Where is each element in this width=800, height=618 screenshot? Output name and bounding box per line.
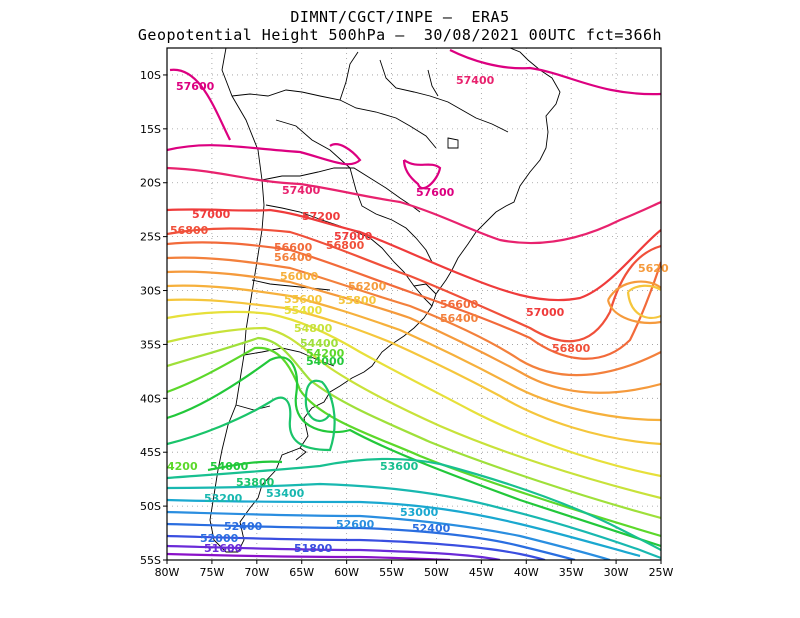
contour-line: [167, 310, 661, 478]
lon-tick-label: 60W: [334, 566, 359, 579]
lon-tick-label: 40W: [514, 566, 539, 579]
contour-label: 56400: [274, 251, 313, 264]
contour-label: 57600: [416, 186, 455, 199]
contour-line: [167, 270, 661, 394]
contour-label: 55400: [284, 304, 323, 317]
contour-label: 53600: [380, 460, 419, 473]
contour-line: [167, 457, 661, 551]
contour-label: 56400: [440, 312, 479, 325]
contour-label: 53400: [266, 487, 305, 500]
contour-label: 53000: [400, 506, 439, 519]
lon-tick-label: 30W: [604, 566, 629, 579]
map-title-line-2: Geopotential Height 500hPa – 30/08/2021 …: [137, 26, 663, 44]
contour-label: 54200: [306, 347, 345, 360]
map-frame: [166, 47, 662, 561]
lat-tick-label: 45S: [140, 446, 161, 459]
lon-tick-label: 45W: [469, 566, 494, 579]
contour-line: [167, 284, 661, 422]
lat-tick-label: 50S: [140, 500, 161, 513]
contour-line: [167, 336, 661, 520]
contour-label: 52400: [412, 522, 451, 535]
lat-tick-label: 25S: [140, 231, 161, 244]
contour-line: [167, 326, 661, 500]
contour-label: 55600: [284, 293, 323, 306]
lat-tick-label: 35S: [140, 338, 161, 351]
contour-label: 56800: [326, 239, 365, 252]
contour-label: 56000: [280, 270, 319, 283]
contour-line: [167, 544, 501, 560]
lat-tick-label: 30S: [140, 285, 161, 298]
lon-tick-label: 70W: [244, 566, 269, 579]
contour-label: 55800: [338, 294, 377, 307]
contour-label: 54800: [294, 322, 333, 335]
coastline: [209, 48, 561, 553]
graticule: [167, 48, 661, 560]
lon-tick-label: 25W: [649, 566, 674, 579]
axis-ticks: 80W 75W 70W 65W 60W 55W 50W 45W 40W 35W 30W 25W 10S 1…: [140, 69, 674, 579]
contour-label: 56800: [552, 342, 591, 355]
lon-tick-label: 80W: [155, 566, 180, 579]
contour-line: [167, 534, 546, 560]
contour-label: 57400: [456, 74, 495, 87]
contour-label: 56800: [170, 224, 209, 237]
lat-tick-label: 55S: [140, 554, 161, 567]
map-title-line-1: DIMNT/CGCT/INPE – ERA5: [290, 8, 510, 26]
contour-label: 57600: [176, 80, 215, 93]
contour-label: 54000: [306, 355, 345, 368]
contour-line: [167, 522, 576, 560]
contour-label: 52000: [200, 532, 239, 545]
contour-label: 53800: [236, 476, 275, 489]
contour-label: 57000: [334, 230, 373, 243]
contour-label: 52600: [336, 518, 375, 531]
contour-line: [167, 284, 661, 446]
lat-tick-label: 40S: [140, 392, 161, 405]
lat-tick-label: 10S: [140, 69, 161, 82]
lon-tick-label: 55W: [379, 566, 404, 579]
contour-line: [167, 498, 641, 558]
contour-label: 57200: [302, 210, 341, 223]
contour-line: [167, 379, 336, 452]
lon-tick-label: 50W: [424, 566, 449, 579]
contour-line: [167, 256, 661, 377]
contour-line: [167, 49, 661, 190]
contour-label: 56600: [274, 241, 313, 254]
contour-label: 54000: [210, 460, 249, 473]
lat-tick-label: 20S: [140, 177, 161, 190]
contour-line: [167, 227, 661, 343]
lon-tick-label: 75W: [199, 566, 224, 579]
contour-label: 57400: [282, 184, 321, 197]
contour-label: 57000: [526, 306, 565, 319]
lon-tick-label: 65W: [289, 566, 314, 579]
lat-tick-label: 15S: [140, 123, 161, 136]
contour-line: [167, 241, 661, 360]
contour-label: 5620: [638, 262, 669, 275]
contour-line: [167, 166, 661, 245]
contour-line: [167, 510, 611, 560]
contour-label: 56200: [348, 280, 387, 293]
contour-label: 53200: [204, 492, 243, 505]
contour-label: 56600: [440, 298, 479, 311]
contour-line: [167, 346, 661, 538]
contour-line: [167, 552, 451, 560]
contour-label: 51600: [204, 542, 243, 555]
contour-label: 52400: [224, 520, 263, 533]
lon-tick-label: 35W: [559, 566, 584, 579]
contour-label: 51800: [294, 542, 333, 555]
contour-label: 4200: [167, 460, 198, 473]
geopotential-contours: [167, 49, 661, 560]
contour-line: [167, 482, 661, 560]
contour-label: 54400: [300, 337, 339, 350]
contour-line: [167, 208, 661, 302]
contour-label: 57000: [192, 208, 231, 221]
contour-line: [167, 356, 661, 548]
